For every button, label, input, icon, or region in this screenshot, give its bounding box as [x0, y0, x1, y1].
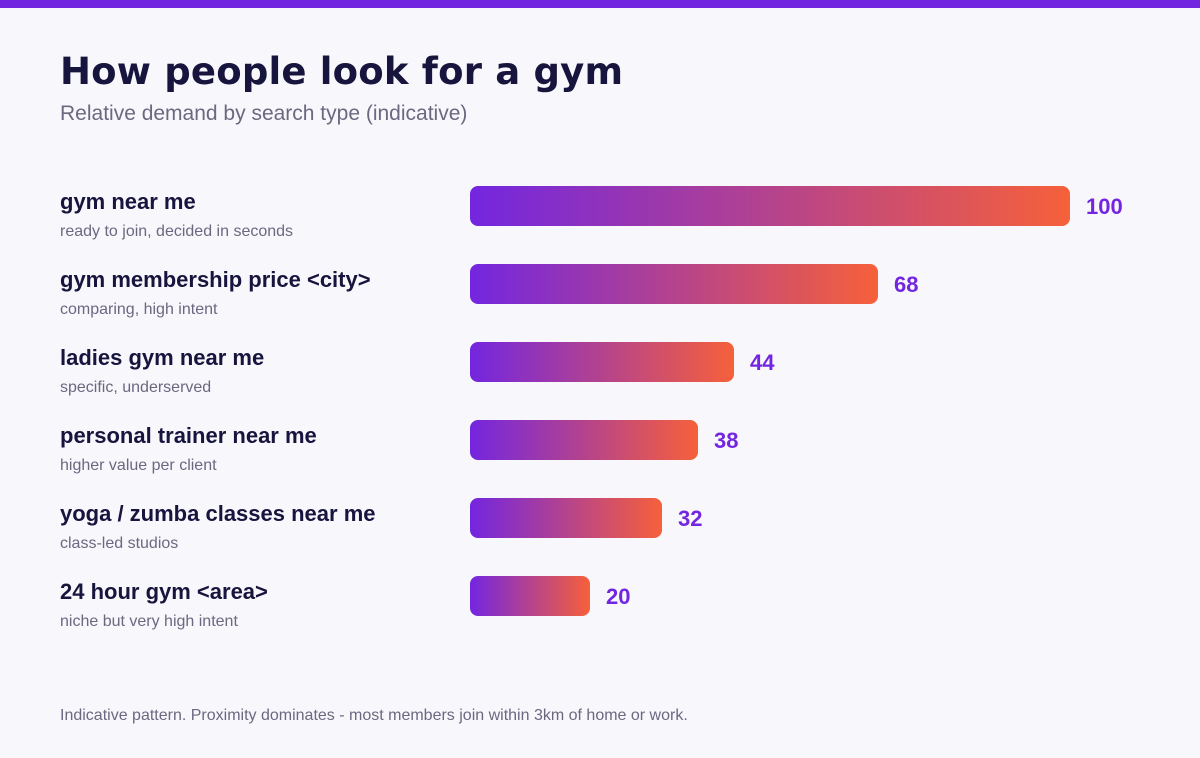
bar — [470, 186, 1070, 226]
bar — [470, 420, 698, 460]
bar — [470, 498, 662, 538]
value-label: 100 — [1086, 194, 1123, 219]
category-description: comparing, high intent — [60, 301, 218, 318]
bar-row: 24 hour gym <area> niche but very high in… — [60, 576, 630, 630]
bar-row: yoga / zumba classes near me class-led st… — [60, 498, 702, 552]
category-description: specific, underserved — [60, 379, 211, 396]
category-label: ladies gym near me — [60, 345, 264, 370]
top-accent-bar — [0, 0, 1200, 8]
bar-row: gym membership price <city> comparing, hi… — [60, 264, 918, 318]
bar-row: personal trainer near me higher value per… — [60, 420, 738, 474]
value-label: 44 — [750, 350, 775, 375]
category-label: personal trainer near me — [60, 423, 317, 448]
category-label: yoga / zumba classes near me — [60, 501, 376, 526]
bar — [470, 576, 590, 616]
category-description: ready to join, decided in seconds — [60, 223, 293, 240]
bar — [470, 342, 734, 382]
chart-subtitle: Relative demand by search type (indicati… — [60, 102, 468, 125]
value-label: 38 — [714, 428, 738, 453]
category-label: 24 hour gym <area> — [60, 579, 268, 604]
footnote: Indicative pattern. Proximity dominates … — [60, 707, 688, 724]
value-label: 20 — [606, 584, 630, 609]
category-label: gym membership price <city> — [60, 267, 371, 292]
value-label: 68 — [894, 272, 918, 297]
category-description: higher value per client — [60, 457, 217, 474]
chart-title: How people look for a gym — [60, 50, 624, 93]
bar-row: gym near me ready to join, decided in sec… — [60, 186, 1123, 240]
bar-row: ladies gym near me specific, underserved 4… — [60, 342, 775, 396]
category-description: class-led studios — [60, 535, 178, 552]
value-label: 32 — [678, 506, 702, 531]
bar — [470, 264, 878, 304]
category-description: niche but very high intent — [60, 613, 238, 630]
category-label: gym near me — [60, 189, 196, 214]
